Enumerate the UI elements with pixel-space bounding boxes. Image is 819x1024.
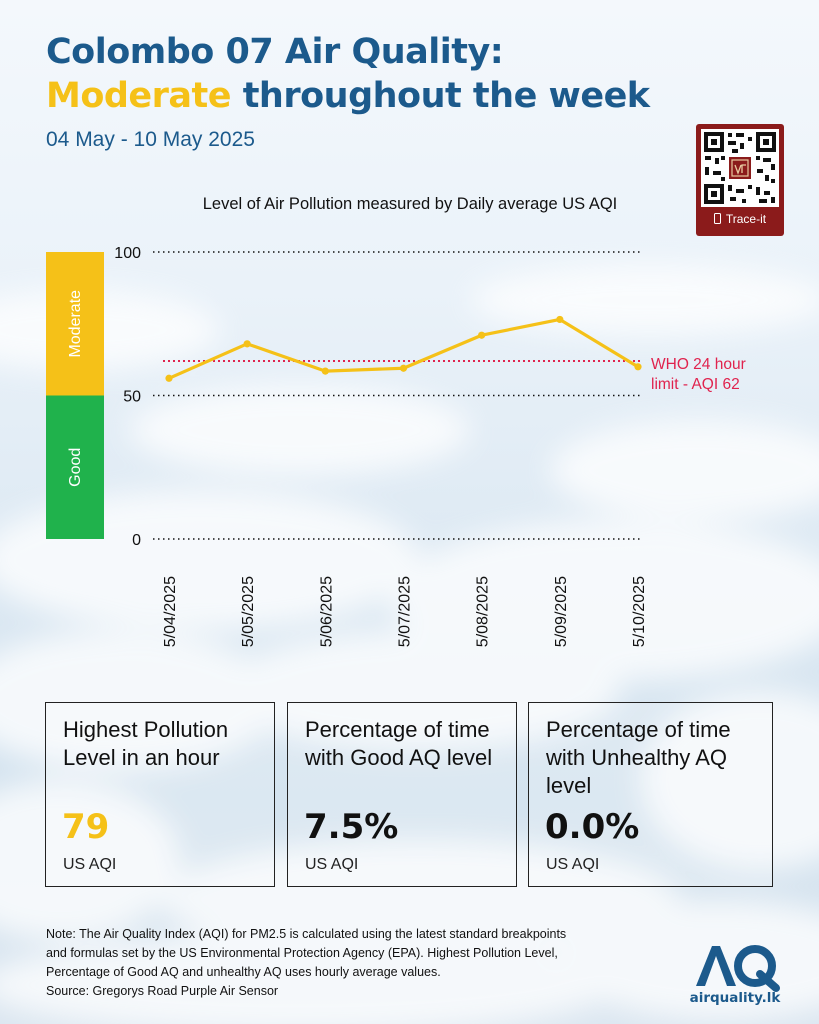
qr-label-text: Trace-it [725,212,767,226]
chart-title: Level of Air Pollution measured by Daily… [203,195,618,213]
stat-card-highest: Highest Pollution Level in an hour 79 US… [45,702,275,887]
card-unit: US AQI [305,856,359,873]
note-line: and formulas set by the US Environmental… [46,946,558,960]
x-tick-label: 5/09/2025 [553,576,570,647]
title-line-1: Colombo 07 Air Quality: [46,32,504,72]
phone-icon [713,213,721,224]
y-tick-label: 50 [123,389,141,406]
qr-code [701,129,779,207]
x-tick-label: 5/10/2025 [631,576,648,647]
x-tick-label: 5/07/2025 [397,576,414,647]
qr-code-badge[interactable]: Trace-it [696,124,784,236]
title-highlight: Moderate [46,76,232,116]
data-point [478,331,486,339]
note-line: Note: The Air Quality Index (AQI) for PM… [46,927,567,941]
title-line-2: Moderate throughout the week [46,74,726,118]
stat-card-good: Percentage of time with Good AQ level 7.… [287,702,517,887]
data-point [321,367,329,375]
card-unit: US AQI [63,856,117,873]
data-point [634,363,642,371]
y-tick-label: 100 [114,245,141,262]
card-title: Percentage of time with Unhealthy AQ lev… [546,717,731,798]
x-tick-label: 5/08/2025 [475,576,492,647]
aqi-line-chart: Level of Air Pollution measured by Daily… [46,195,746,647]
note-line: Percentage of Good AQ and unhealthy AQ u… [46,965,441,979]
page-title: Colombo 07 Air Quality: Moderate through… [46,30,726,118]
x-tick-label: 5/04/2025 [162,576,179,647]
card-value: 0.0% [545,807,640,847]
card-title: Highest Pollution Level in an hour [63,717,229,770]
card-unit: US AQI [546,856,600,873]
x-tick-label: 5/06/2025 [318,576,335,647]
band-label: Good [67,448,84,487]
who-limit-label: limit - AQI 62 [651,376,740,393]
data-point [399,364,408,372]
data-point [165,374,173,382]
band-label: Moderate [67,290,84,358]
x-tick-label: 5/05/2025 [240,576,257,647]
source-line: Source: Gregorys Road Purple Air Sensor [46,984,279,998]
who-limit-label: WHO 24 hour [651,356,746,373]
stat-card-unhealthy: Percentage of time with Unhealthy AQ lev… [528,702,773,887]
qr-code-icon [704,132,776,204]
card-value: 79 [62,807,110,847]
date-range: 04 May - 10 May 2025 [46,128,255,151]
card-value: 7.5% [304,807,399,847]
qr-label: Trace-it [696,212,784,226]
title-rest: throughout the week [231,76,650,116]
y-tick-label: 0 [132,532,141,549]
logo-text[interactable]: airquality.lk [689,990,781,1006]
card-title: Percentage of time with Good AQ level [305,717,493,770]
footnote: Note: The Air Quality Index (AQI) for PM… [46,925,666,1001]
data-point [243,340,251,348]
data-point [556,315,564,324]
